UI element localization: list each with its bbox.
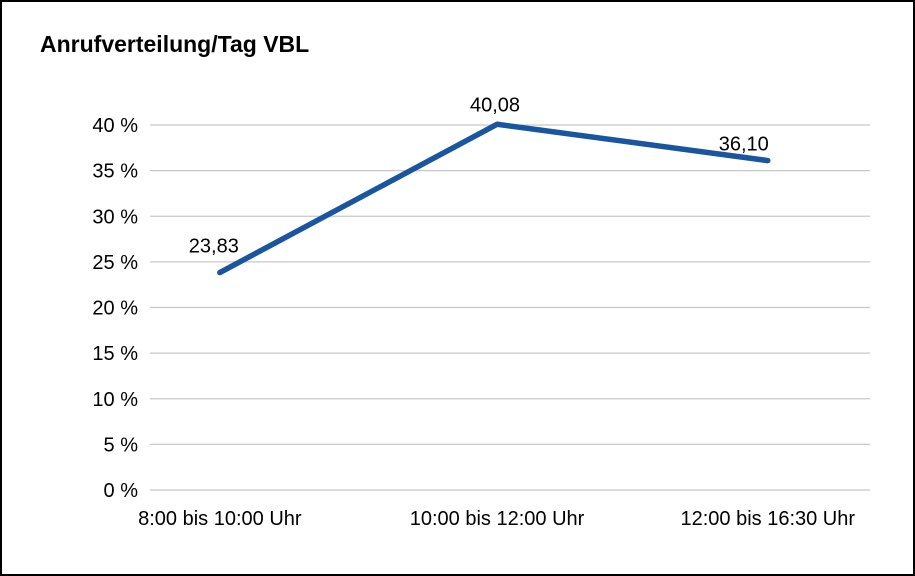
data-point-label-2: 36,10 [719, 134, 769, 156]
data-point-label-0: 23,83 [189, 236, 239, 258]
line-chart: 0 % 5 % 10 % 15 % 20 % 25 % 30 % 35 % 40 % 8:00 b… [92, 94, 870, 530]
y-tick-label-10: 10 % [92, 389, 138, 411]
y-tick-label-0: 0 % [104, 480, 139, 502]
y-tick-label-5: 5 % [104, 434, 139, 456]
x-axis-label-2: 12:00 bis 16:30 Uhr [680, 508, 855, 530]
y-tick-label-20: 20 % [92, 298, 138, 320]
x-axis-label-0: 8:00 bis 10:00 Uhr [138, 508, 302, 530]
y-tick-label-15: 15 % [92, 343, 138, 365]
x-axis-label-1: 10:00 bis 12:00 Uhr [410, 508, 585, 530]
y-tick-label-30: 30 % [92, 206, 138, 228]
data-line [217, 121, 771, 276]
chart-title: Anrufverteilung/Tag VBL [40, 31, 310, 57]
y-tick-label-40: 40 % [92, 115, 138, 137]
y-tick-label-35: 35 % [92, 161, 138, 183]
data-point-label-1: 40,08 [470, 94, 520, 116]
y-tick-label-25: 25 % [92, 252, 138, 274]
